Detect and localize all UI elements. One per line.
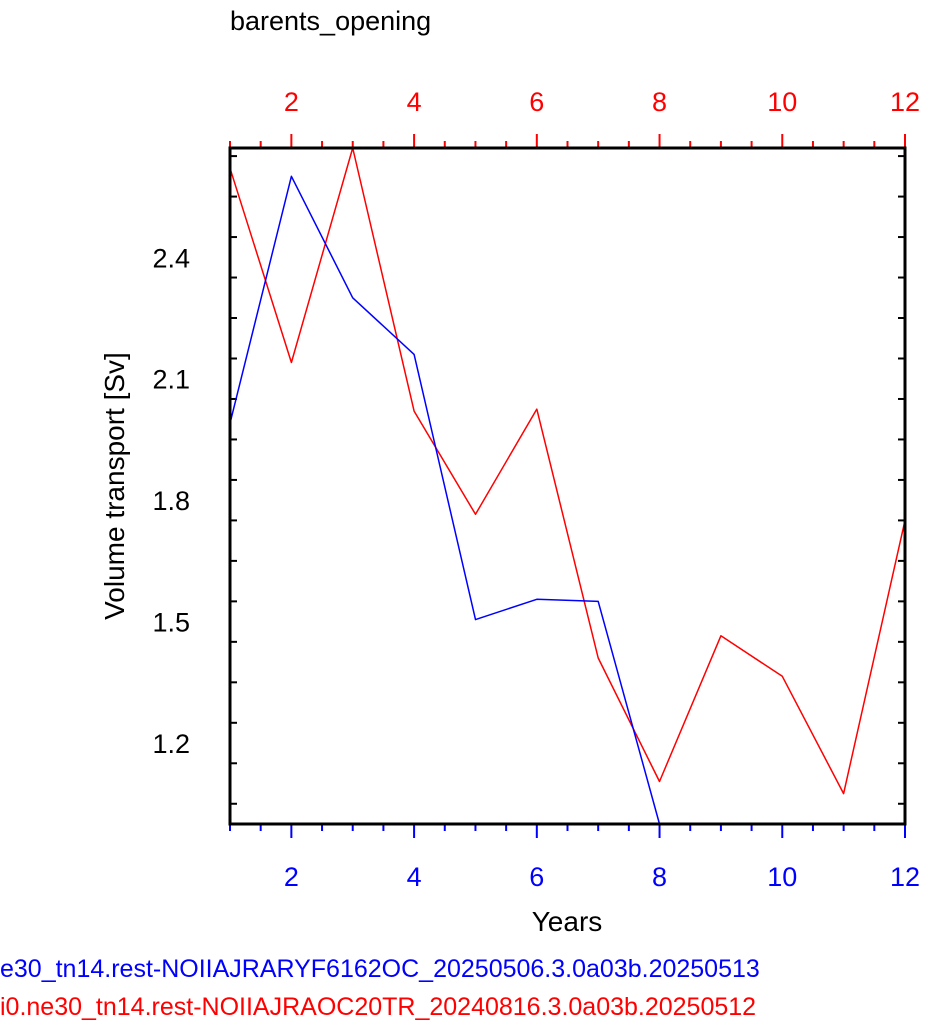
x-top-tick-label: 10 [767,87,797,117]
x-top-tick-label: 2 [284,87,299,117]
y-axis-label: Volume transport [Sv] [99,352,130,620]
x-axis-label: Years [532,906,603,937]
plot-frame [228,146,907,826]
x-bottom-tick-label: 8 [652,862,667,892]
chart-title: barents_opening [230,6,431,36]
x-bottom-tick-label: 4 [407,862,422,892]
line-chart: barents_opening 2 2 4 4 6 6 8 8 10 10 12 12 1.2 1.5 1.… [99,6,920,937]
legend-series-2: i0.ne30_tn14.rest-NOIIAJRAOC20TR_2024081… [0,993,757,1021]
x-top-tick-label: 6 [529,87,544,117]
x-bottom-tick-label: 10 [767,862,797,892]
series-line-1 [229,175,661,825]
y-tick-label: 2.4 [152,243,190,273]
x-bottom-tick-label: 2 [284,862,299,892]
legend-series-1: e30_tn14.rest-NOIIAJRARYF6162OC_20250506… [0,955,760,983]
x-top-tick-label: 12 [890,87,920,117]
x-top-tick-label: 4 [407,87,422,117]
y-tick-label: 1.8 [152,486,190,516]
series-line-2 [229,147,906,795]
x-top-tick-label: 8 [652,87,667,117]
x-bottom-tick-label: 12 [890,862,920,892]
x-bottom-tick-label: 6 [529,862,544,892]
plot-marks: 2 2 4 4 6 6 8 8 10 10 12 12 1.2 1.5 1.8 2.1 2.4 [152,87,920,892]
y-tick-label: 1.2 [152,729,190,759]
y-tick-label: 1.5 [152,608,190,638]
y-tick-label: 2.1 [152,365,190,395]
